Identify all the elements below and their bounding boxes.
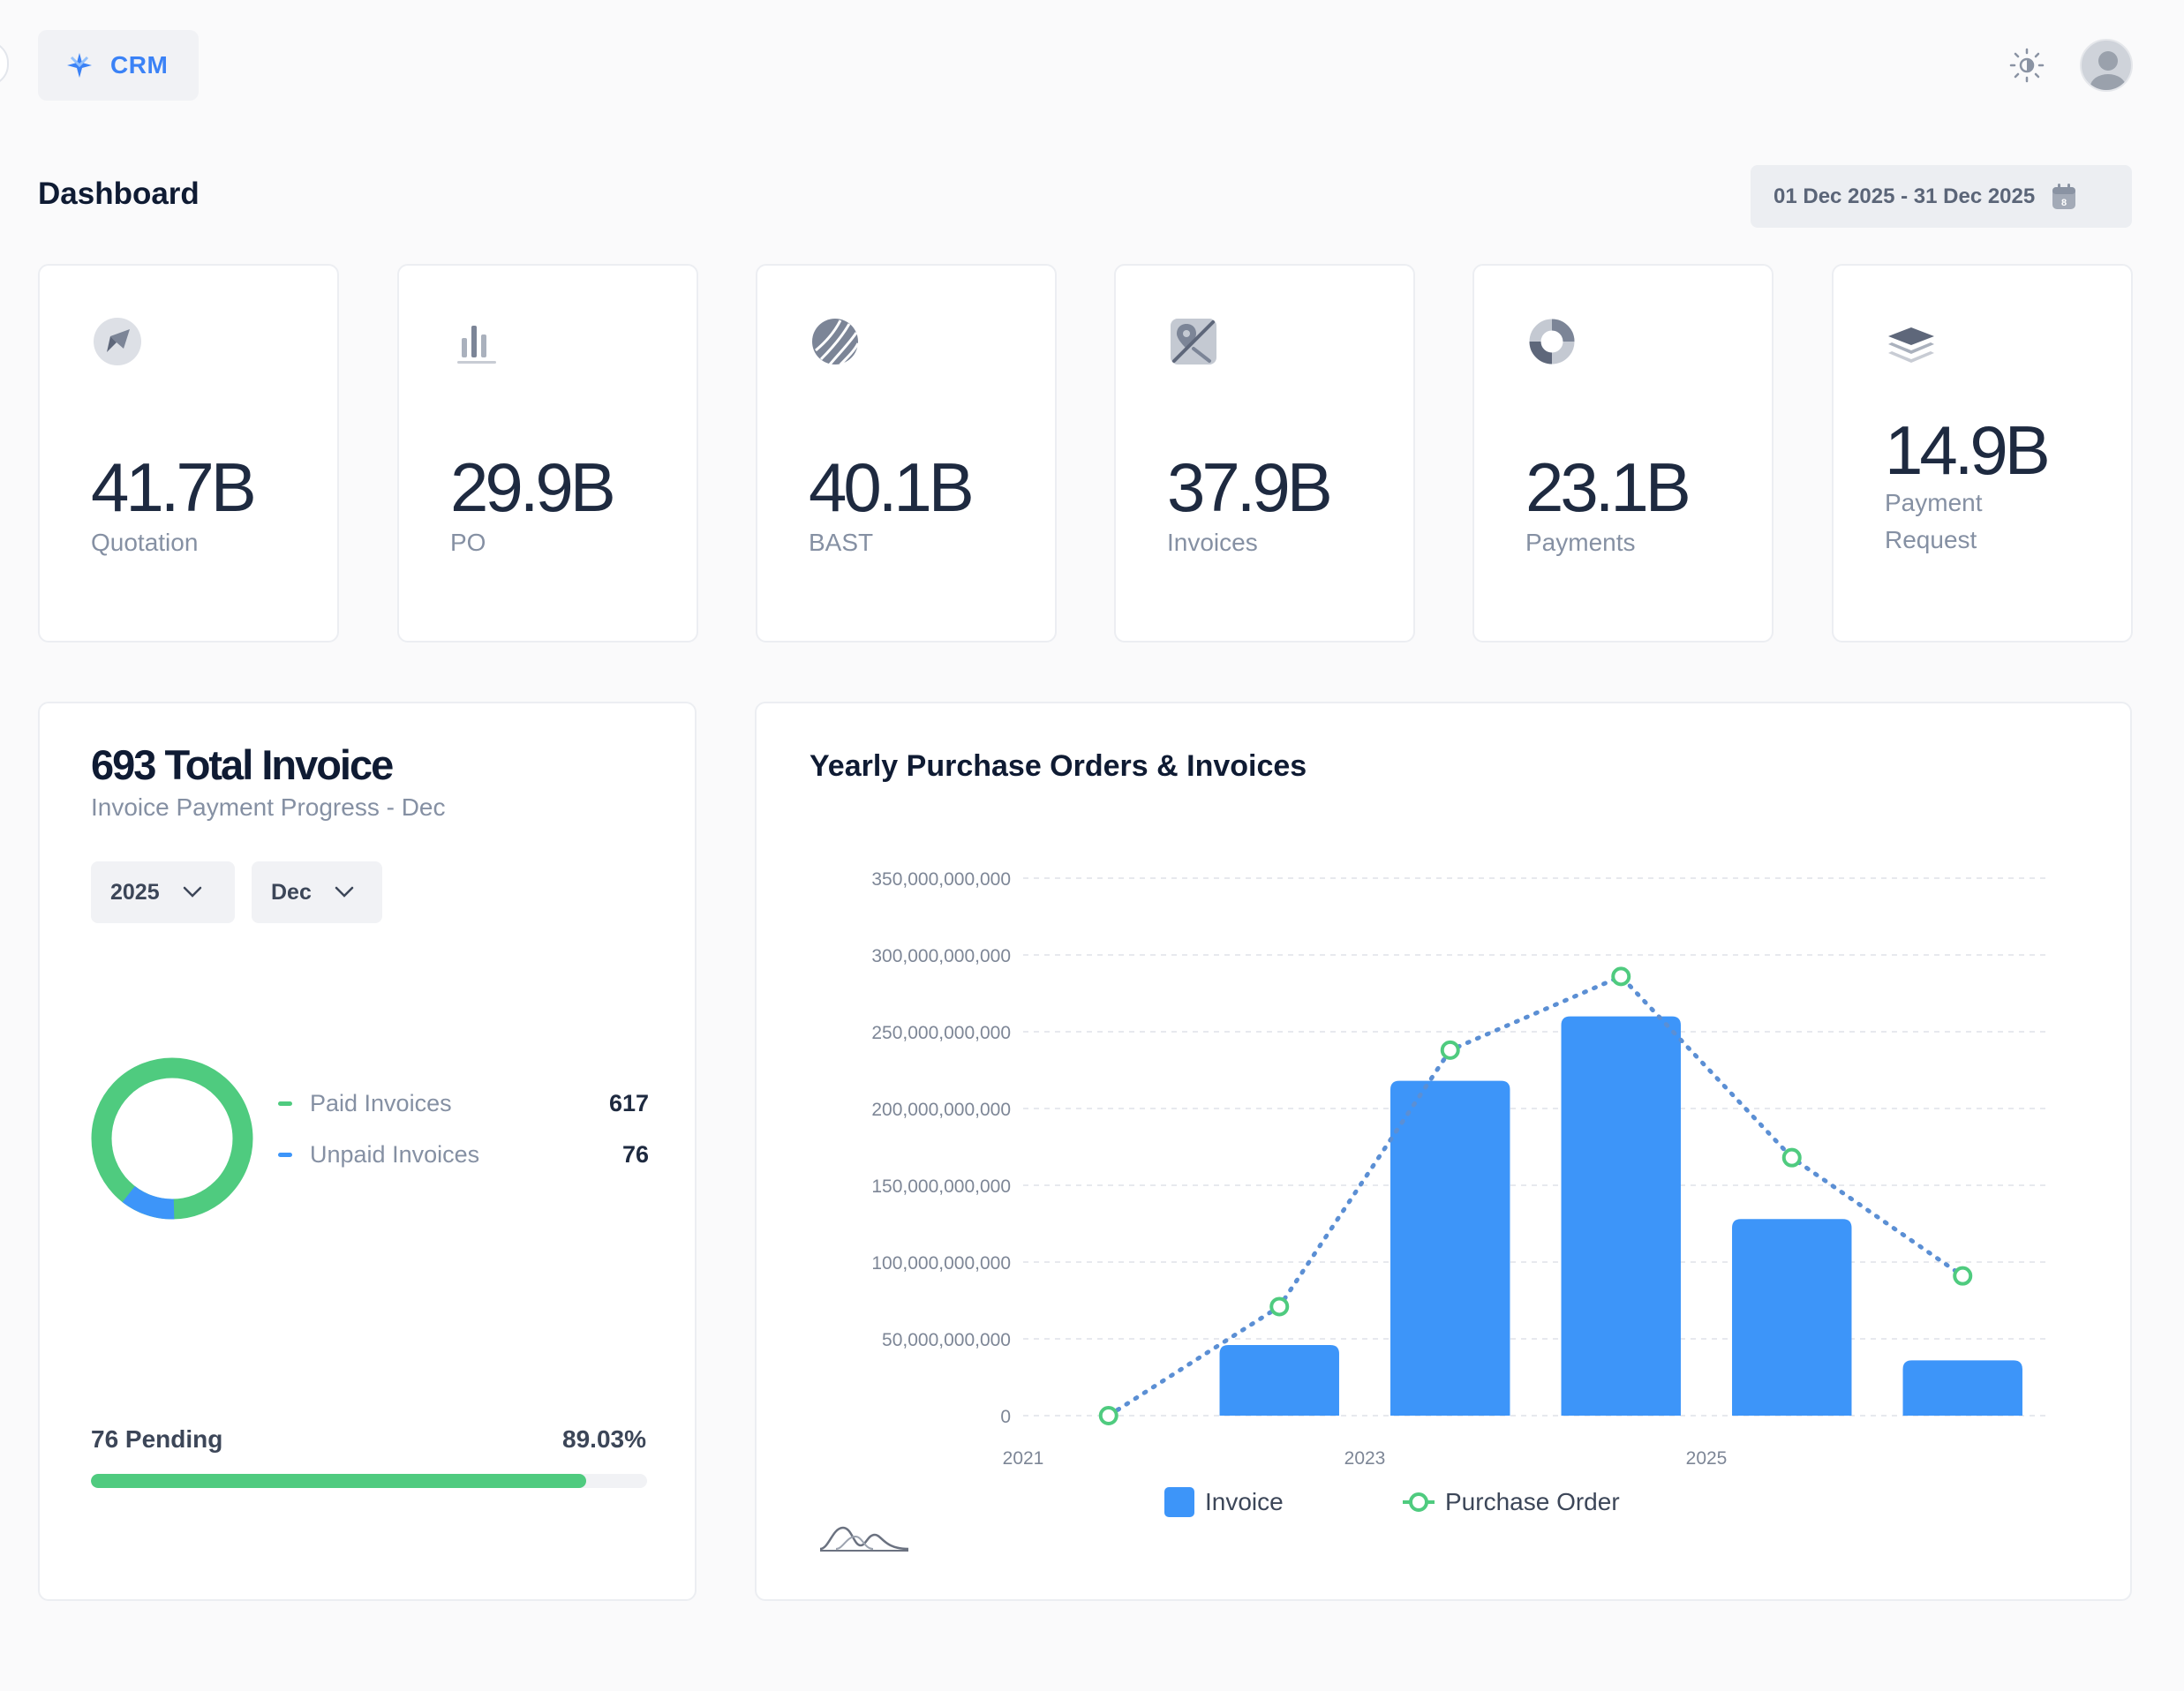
year-select-value: 2025 [110, 879, 160, 905]
chart-title: Yearly Purchase Orders & Invoices [810, 749, 1307, 783]
page-title: Dashboard [38, 177, 200, 211]
date-range-text: 01 Dec 2025 - 31 Dec 2025 [1774, 184, 2036, 208]
year-select[interactable]: 2025 [91, 861, 235, 923]
point-purchase-order [1440, 1040, 1460, 1060]
point-purchase-order [1611, 966, 1631, 987]
legend-unpaid-invoices: Unpaid Invoices 76 [278, 1137, 649, 1172]
legend-marker-purchase-order [1409, 1492, 1428, 1512]
bar-invoice [1561, 1016, 1681, 1416]
calendar-icon: 8 [2052, 183, 2076, 209]
y-tick-label: 350,000,000,000 [871, 869, 1011, 890]
chevron-down-icon [335, 886, 354, 898]
stat-card-po[interactable]: 29.9B PO [397, 264, 698, 643]
point-purchase-order [1953, 1266, 1973, 1286]
sun-icon [2009, 48, 2045, 83]
calendar-day: 8 [2061, 198, 2067, 208]
stat-label: Payments [1525, 529, 1636, 556]
stat-value: 41.7B [91, 448, 257, 526]
point-purchase-order [1098, 1406, 1118, 1425]
sidebar-toggle[interactable] [0, 41, 9, 86]
stat-label: Payment Request [1885, 489, 1983, 553]
stat-card-payments[interactable]: 23.1B Payments [1472, 264, 1774, 643]
brand-name: CRM [110, 51, 169, 79]
stat-label: BAST [809, 529, 874, 556]
bar-invoice [1732, 1219, 1852, 1416]
legend-label-invoice: Invoice [1205, 1488, 1284, 1515]
stat-card-bast[interactable]: 40.1B BAST [756, 264, 1057, 643]
stat-value: 23.1B [1525, 448, 1691, 526]
invoice-total-title: 693 Total Invoice [91, 741, 394, 788]
month-select[interactable]: Dec [252, 861, 382, 923]
y-tick-label: 300,000,000,000 [871, 946, 1011, 966]
stat-value: 40.1B [809, 448, 975, 526]
y-tick-label: 100,000,000,000 [871, 1253, 1011, 1274]
x-tick-label: 2023 [1344, 1448, 1386, 1469]
compass-icon [94, 318, 141, 365]
globe-lines-icon [812, 319, 860, 366]
payment-progress-bar [91, 1474, 647, 1488]
layers-icon [1888, 327, 1934, 363]
y-tick-label: 150,000,000,000 [871, 1176, 1011, 1197]
point-purchase-order [1781, 1147, 1802, 1168]
legend-count: 76 [621, 1140, 649, 1168]
bar-chart-icon [457, 326, 496, 364]
stat-card-payment-request[interactable]: 14.9B Payment Request [1832, 264, 2133, 643]
legend-label: Unpaid Invoices [310, 1140, 480, 1168]
stat-value: 29.9B [450, 448, 616, 526]
stat-label: Invoices [1167, 529, 1258, 556]
legend-label: Paid Invoices [310, 1089, 452, 1116]
legend-label-purchase-order: Purchase Order [1445, 1488, 1620, 1515]
y-tick-label: 250,000,000,000 [871, 1023, 1011, 1043]
legend-dash-paid [278, 1101, 292, 1106]
pending-label: 76 Pending [91, 1425, 223, 1453]
legend-swatch-invoice [1164, 1487, 1194, 1517]
y-tick-label: 200,000,000,000 [871, 1100, 1011, 1120]
stat-value: 37.9B [1167, 448, 1333, 526]
point-purchase-order [1269, 1296, 1290, 1317]
invoice-subtitle: Invoice Payment Progress - Dec [91, 793, 446, 821]
x-tick-label: 2025 [1686, 1448, 1728, 1469]
user-icon [2090, 51, 2126, 90]
invoice-donut-chart [91, 1057, 253, 1220]
legend-paid-invoices: Paid Invoices 617 [278, 1086, 649, 1121]
spark-logo-icon [67, 53, 92, 78]
chevron-down-icon [183, 886, 201, 898]
line-purchase-order [1106, 973, 1965, 1418]
user-avatar[interactable] [2080, 39, 2133, 92]
x-tick-label: 2021 [1003, 1448, 1044, 1469]
stat-label: PO [450, 529, 486, 556]
y-tick-label: 0 [1000, 1407, 1011, 1427]
month-select-value: Dec [271, 879, 312, 905]
y-tick-label: 50,000,000,000 [882, 1330, 1011, 1350]
stat-value: 14.9B [1885, 411, 2051, 489]
chart-library-logo-icon[interactable] [818, 1519, 910, 1554]
payment-progress-fill [91, 1474, 586, 1488]
bar-invoice [1219, 1344, 1339, 1416]
donut-icon [1529, 319, 1575, 365]
bar-invoice [1902, 1360, 2022, 1416]
stat-label: Quotation [91, 529, 199, 556]
donut-paid-ring [91, 1057, 253, 1220]
yearly-po-invoice-chart: 0 50,000,000,000 100,000,000,000 150,000,00… [871, 869, 2048, 1517]
date-range-picker[interactable]: 01 Dec 2025 - 31 Dec 2025 8 [1751, 165, 2132, 228]
legend-dash-unpaid [278, 1152, 292, 1157]
stat-card-quotation[interactable]: 41.7B Quotation [38, 264, 339, 643]
bar-invoice [1390, 1080, 1510, 1416]
map-pin-off-icon [1171, 319, 1216, 365]
invoice-summary-card: 693 Total Invoice Invoice Payment Progre… [38, 702, 697, 1601]
theme-toggle-button[interactable] [2007, 46, 2046, 85]
legend-count: 617 [608, 1089, 649, 1116]
brand-logo[interactable]: CRM [38, 30, 199, 101]
paid-percentage: 89.03% [562, 1425, 646, 1453]
stat-card-invoices[interactable]: 37.9B Invoices [1114, 264, 1415, 643]
yearly-chart-card: Yearly Purchase Orders & Invoices 0 50,00… [755, 702, 2132, 1601]
